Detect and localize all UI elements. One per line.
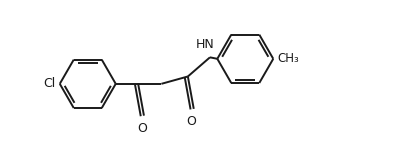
Text: O: O [186,115,196,128]
Text: O: O [137,122,147,135]
Text: HN: HN [196,38,215,51]
Text: Cl: Cl [43,77,55,90]
Text: CH₃: CH₃ [278,52,300,65]
